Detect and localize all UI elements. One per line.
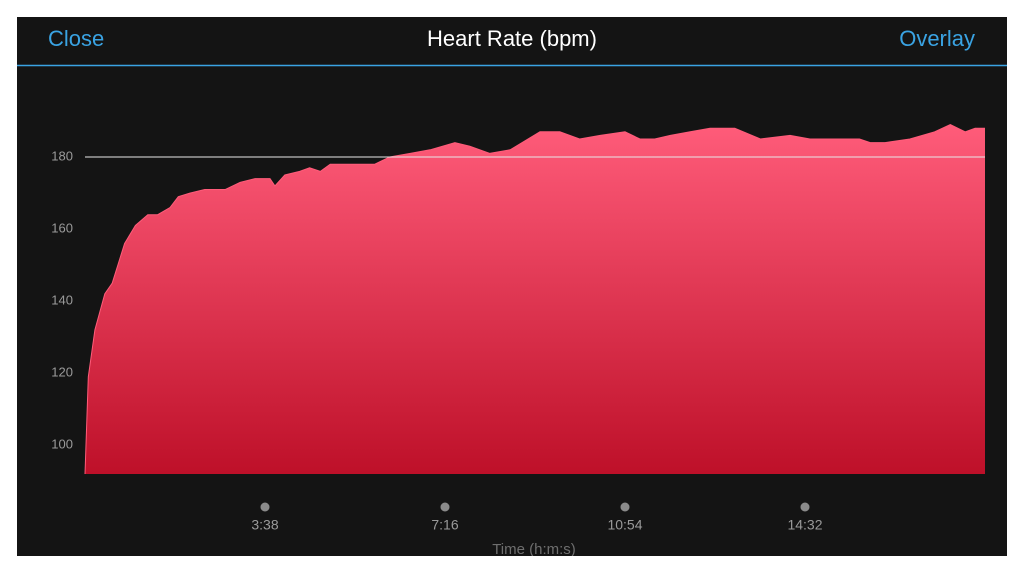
y-tick-label: 140 [51, 293, 73, 308]
x-axis-label: Time (h:m:s) [492, 541, 576, 558]
close-button[interactable]: Close [48, 26, 104, 51]
x-tick-label: 3:38 [251, 517, 278, 533]
y-tick-label: 160 [51, 221, 73, 236]
header-title: Heart Rate (bpm) [427, 26, 597, 51]
x-tick-label: 10:54 [607, 517, 642, 533]
x-tick-dot [800, 502, 810, 512]
y-tick-label: 180 [51, 148, 73, 163]
overlay-button[interactable]: Overlay [899, 26, 975, 51]
x-tick-dot [620, 502, 630, 512]
area-fill [85, 124, 985, 474]
chart: 100 120 140 160 180 3:38 7:16 10:54 14:32 Time (h… [51, 124, 985, 558]
x-tick-label: 7:16 [431, 517, 458, 533]
x-tick-dot [260, 502, 270, 512]
x-tick-dot [440, 502, 450, 512]
y-tick-label: 120 [51, 365, 73, 380]
x-tick-label: 14:32 [787, 517, 822, 533]
y-tick-label: 100 [51, 437, 73, 452]
area-line [84, 124, 985, 475]
